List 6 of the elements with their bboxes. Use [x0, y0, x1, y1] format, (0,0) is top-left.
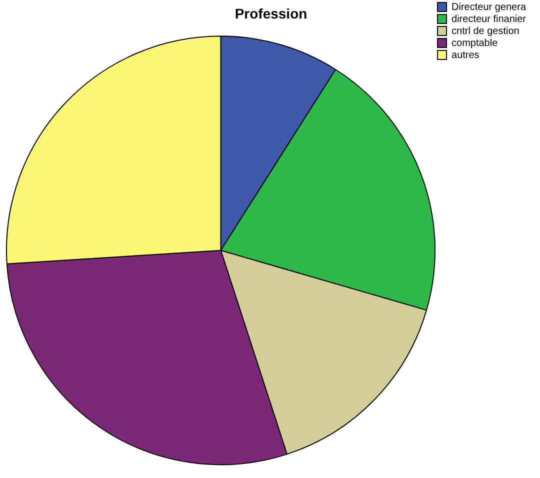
legend-label: cntrl de gestion [452, 26, 520, 37]
legend-label: comptable [452, 38, 498, 49]
legend-label: autres [452, 50, 480, 61]
legend-label: Directeur genera [452, 2, 526, 13]
chart-title: Profession [234, 5, 308, 22]
legend-label: directeur finanier [452, 14, 527, 25]
